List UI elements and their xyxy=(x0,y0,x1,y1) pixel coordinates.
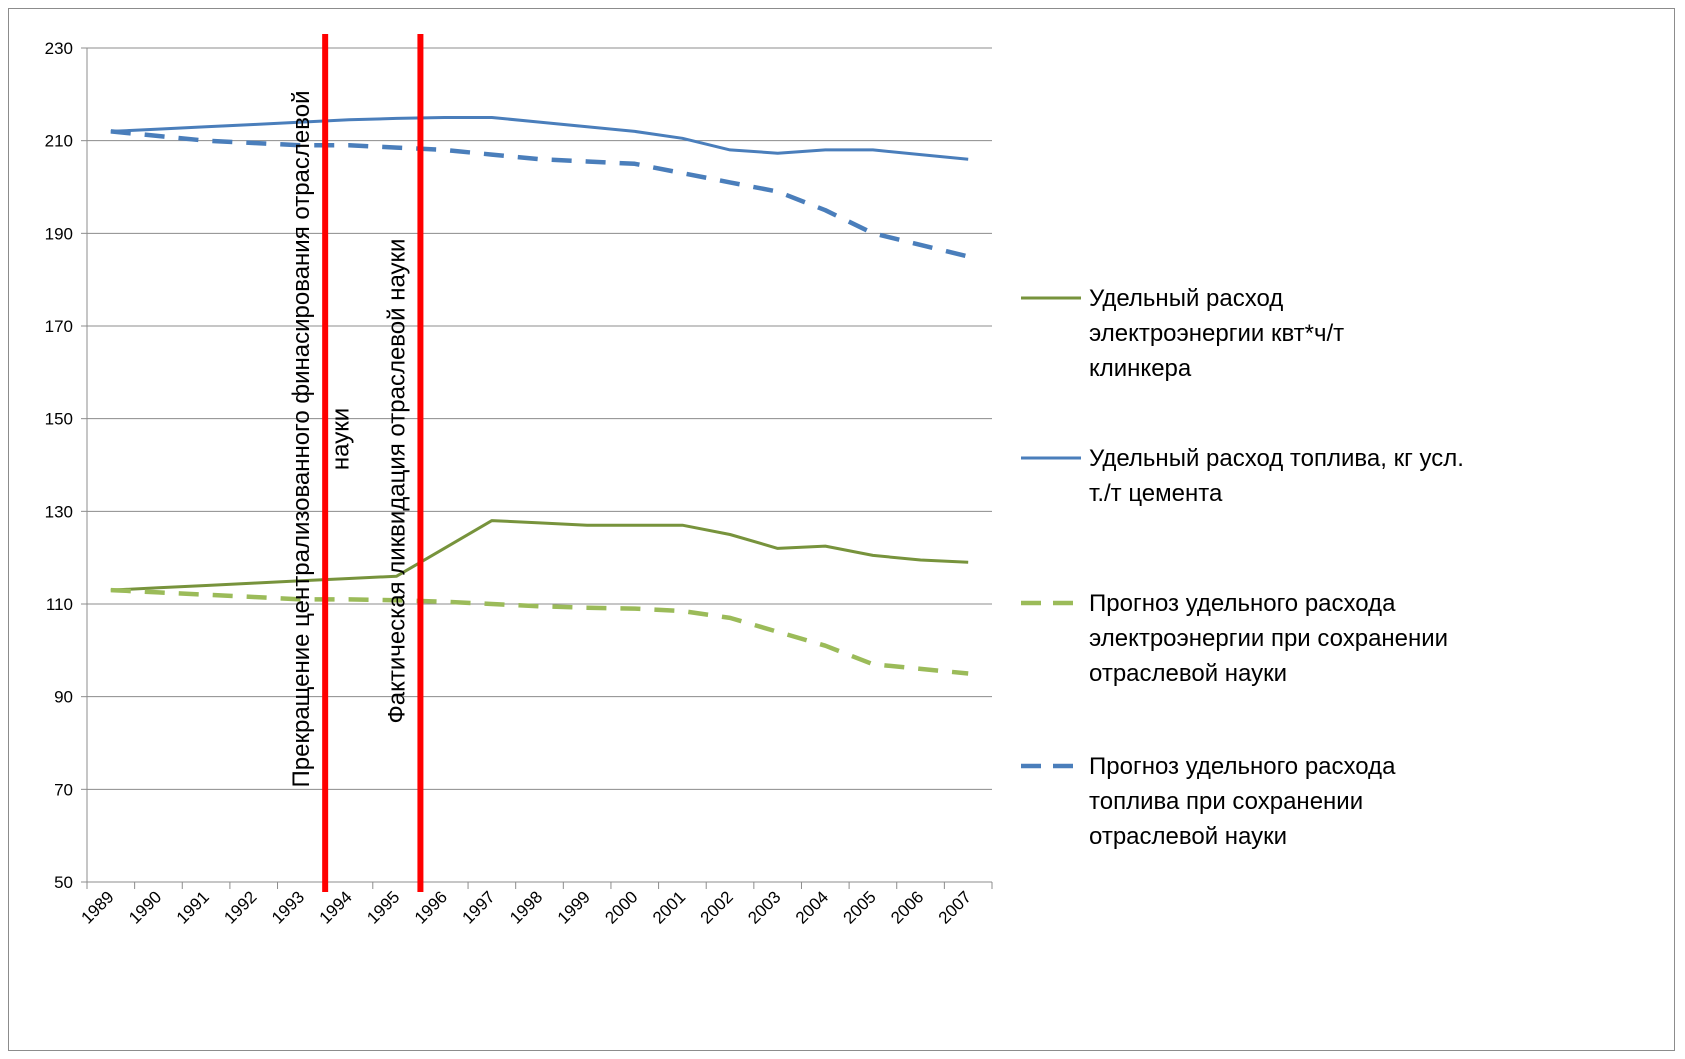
y-tick-label-150: 150 xyxy=(45,410,73,429)
x-tick-label-2002: 2002 xyxy=(697,887,737,927)
y-tick-label-70: 70 xyxy=(54,780,73,799)
legend-label-4-3: отраслевой науки xyxy=(1089,823,1287,850)
data-point-s4-2007 xyxy=(966,255,970,259)
data-point-s3-2001 xyxy=(680,609,684,613)
y-tick-label-230: 230 xyxy=(45,39,73,58)
data-point-s3-1996 xyxy=(442,600,446,604)
series-line-3 xyxy=(110,587,969,676)
legend-label-4-2: топлива при сохранении xyxy=(1089,788,1363,815)
legend-label-1-3: клинкера xyxy=(1089,355,1192,382)
x-tick-label-2003: 2003 xyxy=(744,887,784,927)
data-point-s3-2003 xyxy=(776,630,780,634)
y-tick-label-210: 210 xyxy=(45,132,73,151)
y-tick-label-190: 190 xyxy=(45,224,73,243)
x-tick-label-2004: 2004 xyxy=(792,887,832,927)
x-tick-label-2001: 2001 xyxy=(649,887,689,927)
series-line-4 xyxy=(110,129,969,259)
x-tick-label-1998: 1998 xyxy=(506,887,546,927)
x-tick-label-1989: 1989 xyxy=(77,887,117,927)
annotation-text-1-2: науки xyxy=(327,408,354,470)
x-tick-label-2000: 2000 xyxy=(601,887,641,927)
x-tick-label-1994: 1994 xyxy=(316,887,356,927)
legend-label-2-1: Удельный расход топлива, кг усл. xyxy=(1089,445,1464,472)
y-tick-label-130: 130 xyxy=(45,502,73,521)
data-point-s4-2001 xyxy=(680,171,684,175)
annotation-text-1-1: Прекращение централизованного финасирова… xyxy=(288,91,315,788)
legend-label-3-1: Прогноз удельного расхода xyxy=(1089,590,1396,617)
legend-label-1-2: электроэнергии квт*ч/т xyxy=(1089,320,1344,347)
annotation-text-2-1: Фактическая ликвидация отраслевой науки xyxy=(383,239,410,724)
y-tick-label-170: 170 xyxy=(45,317,73,336)
y-tick-label-110: 110 xyxy=(46,595,73,614)
data-point-s4-1998 xyxy=(538,157,542,161)
legend-label-1-1: Удельный расход xyxy=(1089,285,1283,312)
y-tick-label-90: 90 xyxy=(54,688,73,707)
x-tick-label-1997: 1997 xyxy=(459,887,499,927)
data-point-s3-1991 xyxy=(204,593,208,597)
x-tick-label-2007: 2007 xyxy=(935,887,975,927)
legend-label-3-2: электроэнергии при сохранении xyxy=(1089,625,1448,652)
legend-label-2-2: т./т цемента xyxy=(1089,480,1223,507)
y-tick-label-50: 50 xyxy=(54,873,73,892)
x-tick-label-1990: 1990 xyxy=(125,887,165,927)
x-tick-label-1991: 1991 xyxy=(173,887,213,927)
x-tick-label-1992: 1992 xyxy=(220,887,260,927)
chart-frame: 50 70 90 110 130 150 170 190 210 230 1989 1990 1991 1… xyxy=(8,8,1675,1051)
x-tick-label-1999: 1999 xyxy=(554,887,594,927)
data-point-s4-1996 xyxy=(442,148,446,152)
series-line-2 xyxy=(110,116,969,161)
data-point-s4-2003 xyxy=(776,190,780,194)
data-point-s3-2005 xyxy=(871,662,875,666)
x-tick-label-1995: 1995 xyxy=(363,887,403,927)
x-tick-label-2005: 2005 xyxy=(840,887,880,927)
x-tick-label-1993: 1993 xyxy=(268,887,308,927)
x-tick-label-2006: 2006 xyxy=(887,887,927,927)
legend-label-3-3: отраслевой науки xyxy=(1089,660,1287,687)
x-tick-label-1996: 1996 xyxy=(411,887,451,927)
legend-label-4-1: Прогноз удельного расхода xyxy=(1089,753,1396,780)
series-line-1 xyxy=(110,519,969,592)
